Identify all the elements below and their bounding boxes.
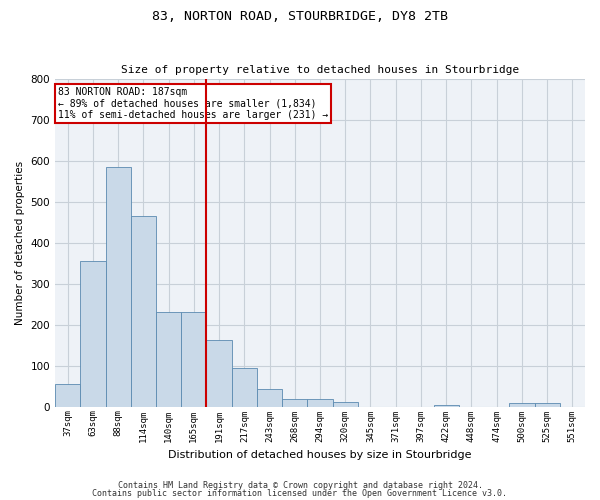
Bar [181,312,206,406]
Title: Size of property relative to detached houses in Stourbridge: Size of property relative to detached ho… [121,66,519,76]
X-axis label: Distribution of detached houses by size in Stourbridge: Distribution of detached houses by size … [168,450,472,460]
Bar [282,400,307,406]
Text: Contains public sector information licensed under the Open Government Licence v3: Contains public sector information licen… [92,488,508,498]
Bar [509,404,535,406]
Text: 83, NORTON ROAD, STOURBRIDGE, DY8 2TB: 83, NORTON ROAD, STOURBRIDGE, DY8 2TB [152,10,448,23]
Bar [232,368,257,406]
Bar [434,404,459,406]
Text: 83 NORTON ROAD: 187sqm
← 89% of detached houses are smaller (1,834)
11% of semi-: 83 NORTON ROAD: 187sqm ← 89% of detached… [58,87,328,120]
Bar [257,389,282,406]
Text: Contains HM Land Registry data © Crown copyright and database right 2024.: Contains HM Land Registry data © Crown c… [118,481,482,490]
Bar [307,400,332,406]
Bar [206,340,232,406]
Bar [332,402,358,406]
Bar [55,384,80,406]
Bar [80,262,106,406]
Bar [131,216,156,406]
Bar [535,404,560,406]
Y-axis label: Number of detached properties: Number of detached properties [15,161,25,325]
Bar [106,167,131,406]
Bar [156,312,181,406]
